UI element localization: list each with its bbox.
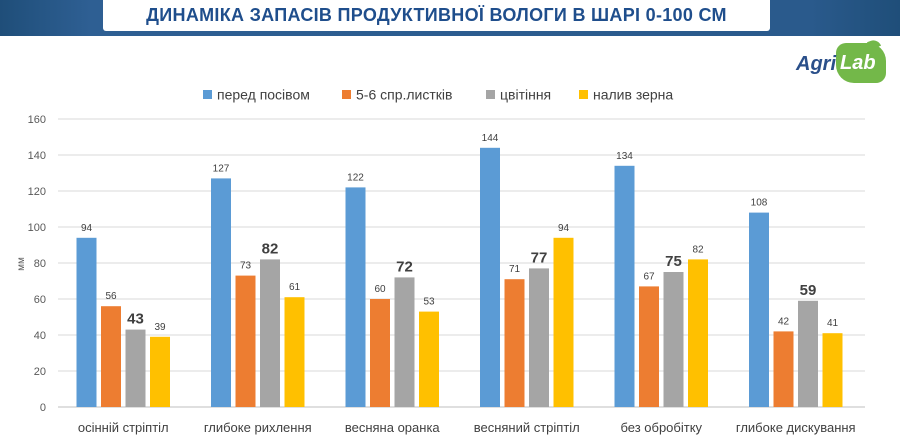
data-label: 72 [396,258,413,275]
logo-bubble [836,43,886,83]
y-tick-label: 120 [28,186,46,198]
data-label: 82 [262,240,279,257]
bar [235,275,256,407]
y-tick-label: 160 [28,114,46,126]
bar [822,333,843,407]
bar [639,286,659,407]
bar [394,277,415,407]
data-label: 77 [531,249,548,266]
bar [529,268,549,407]
legend-swatch [203,90,212,99]
data-label: 108 [751,198,768,209]
chart-title: ДИНАМІКА ЗАПАСІВ ПРОДУКТИВНОЇ ВОЛОГИ В Ш… [146,5,727,25]
bar [345,187,366,407]
x-category-label: осінній стріптіл [78,420,169,435]
data-label: 67 [643,271,655,282]
legend-swatch [342,90,351,99]
y-tick-label: 100 [28,222,46,234]
data-label: 82 [692,244,704,255]
data-label: 61 [289,282,301,293]
data-label: 39 [154,322,166,333]
legend-label: перед посівом [217,87,310,103]
bar [480,147,500,408]
bar [419,311,439,407]
data-label: 122 [347,172,364,183]
data-label: 59 [800,282,817,299]
data-label: 71 [509,264,521,275]
bar [260,259,280,407]
data-label: 94 [558,223,570,234]
logo-text-agri: Agri [796,53,836,75]
legend-label: цвітіння [500,87,551,103]
y-tick-label: 20 [34,366,46,378]
bar [688,259,708,407]
data-label: 43 [127,311,144,328]
y-tick-label: 40 [34,330,46,342]
legend-swatch [579,90,588,99]
data-label: 73 [240,261,252,272]
legend-label: налив зерна [593,87,673,103]
x-category-label: глибоке дискування [736,420,856,435]
y-tick-label: 60 [34,294,46,306]
bar [150,336,170,407]
legend-label: 5-6 спр.листків [356,87,452,103]
data-label: 75 [665,253,682,270]
x-category-label: весняний стріптіл [474,420,580,435]
bar [553,237,574,407]
y-tick-label: 80 [34,258,46,270]
header-bar: ДИНАМІКА ЗАПАСІВ ПРОДУКТИВНОЇ ВОЛОГИ В Ш… [0,0,900,36]
data-label: 134 [616,151,633,162]
bar [798,300,818,407]
data-label: 144 [482,133,499,144]
logo-text-lab: Lab [840,52,876,74]
x-category-label: без обробітку [620,420,702,435]
bar [284,297,305,407]
x-category-label: весняна оранка [345,420,441,435]
data-label: 60 [374,284,386,295]
data-label: 94 [81,223,93,234]
bar [370,299,390,407]
data-label: 42 [778,316,790,327]
legend-swatch [486,90,495,99]
title-box: ДИНАМІКА ЗАПАСІВ ПРОДУКТИВНОЇ ВОЛОГИ В Ш… [103,0,770,31]
bar [504,279,525,407]
data-label: 41 [827,318,839,329]
bar [749,212,769,407]
y-tick-label: 140 [28,150,46,162]
bar [125,329,146,407]
x-category-label: глибоке рихлення [204,420,312,435]
y-axis-label: мм [16,257,27,271]
data-label: 53 [423,297,435,308]
bar [76,237,97,407]
data-label: 127 [213,163,230,174]
data-label: 56 [105,291,117,302]
bar [101,306,121,407]
bar [614,165,635,407]
bar [663,272,684,407]
agrilab-logo: Agri Lab [788,38,893,90]
bar [773,331,794,407]
bar [211,178,231,407]
y-tick-label: 0 [40,402,46,414]
